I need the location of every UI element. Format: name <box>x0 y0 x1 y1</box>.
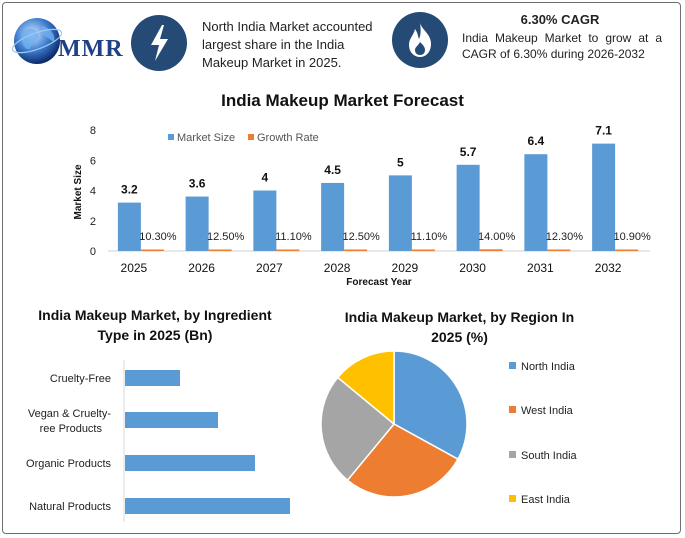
x-axis-label: Forecast Year <box>346 277 412 288</box>
cagr-title: 6.30% CAGR <box>520 12 600 27</box>
highlight-icon-circle <box>392 12 448 68</box>
market-size-bar <box>592 143 616 251</box>
market-size-data-label: 6.4 <box>528 134 545 148</box>
market-size-data-label: 3.6 <box>189 177 206 191</box>
growth-rate-bar <box>276 249 300 251</box>
y-tick-label: 4 <box>90 186 96 198</box>
market-size-data-label: 7.1 <box>595 124 612 138</box>
market-size-bar <box>524 154 548 251</box>
x-tick-label: 2028 <box>324 261 351 275</box>
flame-icon <box>409 23 431 57</box>
highlight-icon-circle <box>131 15 187 71</box>
lightning-icon <box>151 25 168 61</box>
growth-rate-bar <box>344 249 368 251</box>
growth-rate-data-label: 10.90% <box>613 231 651 243</box>
x-tick-label: 2025 <box>121 261 148 275</box>
market-size-data-label: 4.5 <box>324 163 341 177</box>
forecast-chart-title: India Makeup Market Forecast <box>221 91 464 110</box>
market-size-bar <box>117 202 141 251</box>
x-tick-label: 2032 <box>595 261 622 275</box>
x-tick-label: 2030 <box>459 261 486 275</box>
highlight-text: North India Market accounted largest sha… <box>202 19 373 70</box>
market-size-data-label: 5.7 <box>460 145 477 159</box>
growth-rate-bar <box>208 249 232 251</box>
growth-rate-data-label: 10.30% <box>139 231 177 243</box>
market-size-bar <box>321 182 345 251</box>
x-tick-label: 2031 <box>527 261 554 275</box>
market-size-data-label: 3.2 <box>121 183 138 197</box>
growth-rate-bar <box>479 249 503 251</box>
globe-icon <box>11 18 63 64</box>
growth-rate-data-label: 12.50% <box>342 231 380 243</box>
legend-label: Growth Rate <box>257 132 319 144</box>
y-tick-label: 8 <box>90 125 96 137</box>
market-size-data-label: 4 <box>262 171 269 185</box>
x-tick-label: 2027 <box>256 261 283 275</box>
market-size-data-label: 5 <box>397 155 404 169</box>
y-axis-label: Market Size <box>73 164 84 219</box>
y-tick-label: 2 <box>90 216 96 228</box>
ingredient-chart-title: India Makeup Market, by Ingredient Type … <box>38 307 272 343</box>
highlight-text: India Makeup Market to grow at a CAGR of… <box>462 31 662 61</box>
growth-rate-data-label: 14.00% <box>478 231 516 243</box>
logo-text: MMR <box>58 36 124 62</box>
legend-label: Market Size <box>177 132 235 144</box>
growth-rate-bar <box>411 249 435 251</box>
growth-rate-bar <box>547 249 571 251</box>
growth-rate-data-label: 11.10% <box>411 231 448 243</box>
growth-rate-bar <box>140 249 164 251</box>
market-size-bar <box>253 190 277 251</box>
legend-swatch <box>248 134 254 140</box>
growth-rate-data-label: 12.50% <box>207 231 245 243</box>
x-tick-label: 2026 <box>188 261 215 275</box>
growth-rate-data-label: 11.10% <box>275 231 312 243</box>
growth-rate-bar <box>615 249 639 251</box>
region-chart-title: India Makeup Market, by Region In 2025 (… <box>344 309 575 345</box>
market-size-bar <box>456 164 480 251</box>
market-size-bar <box>388 175 412 251</box>
x-tick-label: 2029 <box>392 261 419 275</box>
growth-rate-data-label: 12.30% <box>546 231 584 243</box>
y-tick-label: 0 <box>90 246 96 258</box>
legend-swatch <box>168 134 174 140</box>
market-size-bar <box>185 196 209 251</box>
y-tick-label: 6 <box>90 155 96 167</box>
